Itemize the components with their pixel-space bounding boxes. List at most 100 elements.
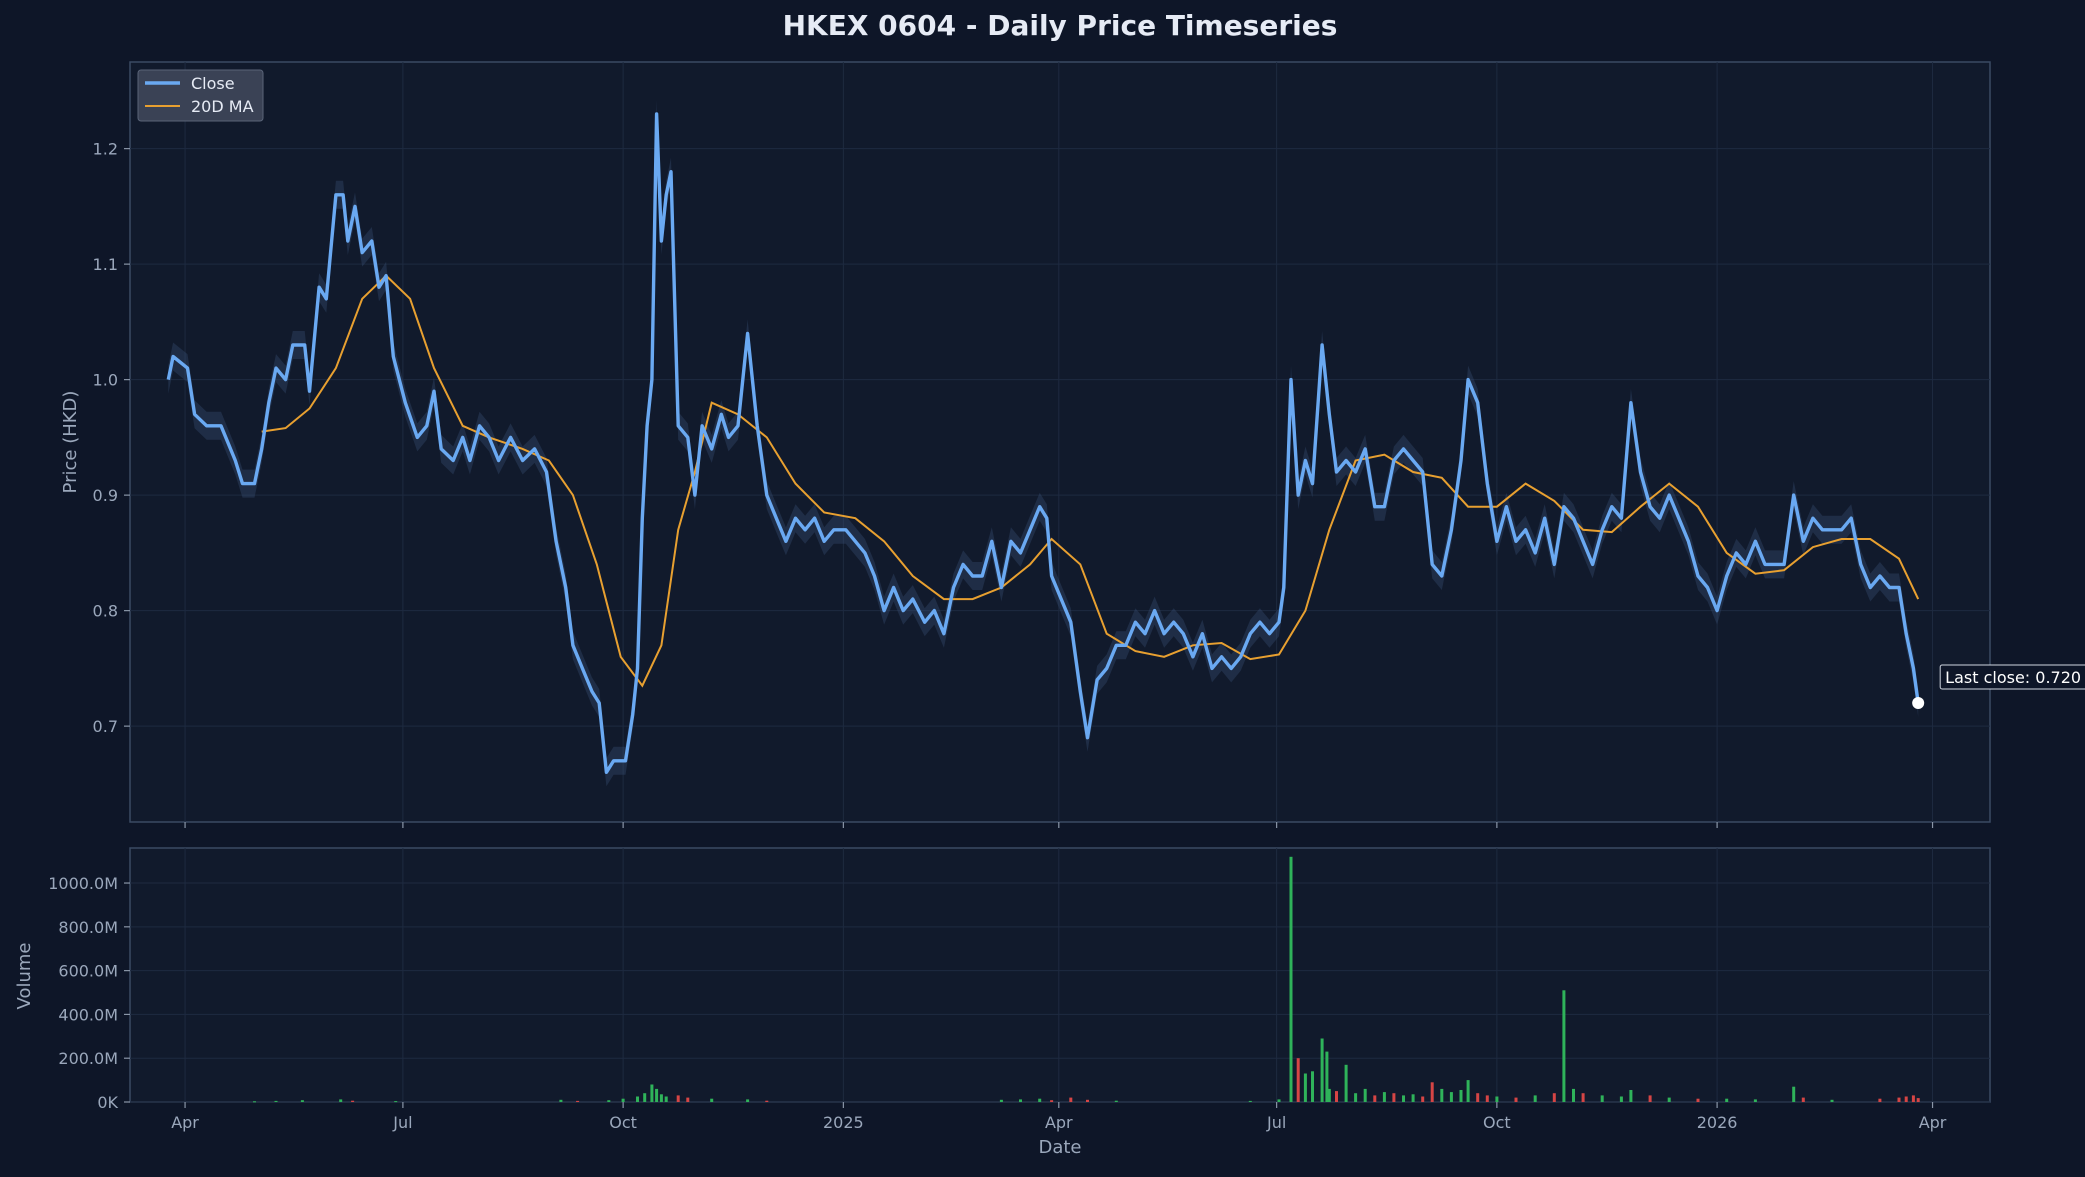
x-tick-label: Oct <box>609 1113 637 1132</box>
volume-bar <box>274 1100 278 1102</box>
volume-bar <box>1050 1100 1054 1102</box>
volume-y-tick-label: 1000.0M <box>48 874 118 893</box>
price-y-tick-label: 0.9 <box>93 486 118 505</box>
price-y-ticks: 0.7 0.8 0.9 1.0 1.1 1.2 <box>93 140 130 736</box>
volume-bar <box>1476 1093 1480 1102</box>
volume-bar <box>1421 1096 1425 1102</box>
volume-bar <box>300 1100 304 1102</box>
volume-bar <box>1581 1093 1585 1102</box>
volume-bar <box>339 1099 343 1102</box>
price-y-tick-label: 1.2 <box>93 140 118 159</box>
volume-bar <box>1916 1098 1920 1102</box>
volume-bar <box>1485 1095 1489 1102</box>
volume-bar <box>1354 1093 1358 1102</box>
volume-y-tick-label: 400.0M <box>58 1005 118 1024</box>
volume-bar <box>621 1098 625 1102</box>
last-close-annotation: Last close: 0.720 <box>1939 664 2085 690</box>
volume-bar <box>253 1101 256 1103</box>
volume-bar <box>999 1099 1003 1102</box>
volume-bar <box>1086 1099 1089 1102</box>
volume-bar <box>765 1100 769 1102</box>
volume-bar <box>1248 1100 1252 1102</box>
volume-bar <box>1335 1091 1338 1102</box>
price-range-band-area <box>168 100 1919 787</box>
volume-bar <box>1411 1094 1415 1102</box>
x-tick-label: 2026 <box>1697 1113 1738 1132</box>
volume-bar <box>676 1095 680 1102</box>
volume-bar <box>394 1101 398 1103</box>
volume-y-axis-label: Volume <box>14 943 35 1010</box>
volume-bar <box>1289 856 1293 1102</box>
volume-bar <box>1696 1098 1700 1102</box>
x-tick-label: Apr <box>1919 1113 1947 1132</box>
x-tick-label: 2025 <box>823 1113 864 1132</box>
volume-bar <box>686 1097 690 1102</box>
price-grid <box>130 62 1990 822</box>
volume-bar <box>559 1099 563 1102</box>
volume-bar <box>1449 1092 1453 1102</box>
volume-bar <box>1667 1097 1671 1102</box>
volume-bar <box>636 1096 639 1102</box>
volume-bar <box>650 1084 654 1102</box>
price-y-tick-label: 0.8 <box>93 602 118 621</box>
price-y-tick-label: 1.0 <box>93 371 118 390</box>
volume-bar <box>1725 1098 1729 1102</box>
volume-bar <box>659 1094 663 1102</box>
volume-panel <box>129 847 1991 1103</box>
volume-bar <box>1402 1095 1405 1102</box>
volume-bar <box>664 1096 668 1102</box>
volume-bar <box>1327 1088 1331 1102</box>
legend: Close 20D MA <box>137 69 264 122</box>
volume-bar <box>1648 1095 1652 1102</box>
volume-bar <box>1552 1093 1556 1102</box>
volume-y-tick-label: 200.0M <box>58 1049 118 1068</box>
last-close-annotation-box <box>1939 664 2085 690</box>
volume-bar <box>1495 1096 1499 1102</box>
last-close-annotation-text: Last close: 0.720 <box>1945 668 2081 687</box>
volume-bar <box>576 1100 580 1102</box>
price-y-tick-label: 0.7 <box>93 717 118 736</box>
volume-bar <box>1325 1051 1329 1102</box>
volume-bar <box>1514 1097 1518 1102</box>
volume-bar <box>1562 990 1566 1102</box>
price-range-band <box>168 100 1919 787</box>
volume-bar <box>1533 1095 1537 1102</box>
volume-bar <box>1911 1095 1915 1102</box>
volume-bar <box>1830 1099 1834 1102</box>
volume-bar <box>1572 1088 1575 1102</box>
volume-bar <box>1344 1064 1348 1102</box>
volume-bar <box>1619 1096 1623 1102</box>
volume-bar <box>1277 1099 1281 1102</box>
volume-y-tick-label: 800.0M <box>58 918 118 937</box>
volume-bar <box>1878 1098 1882 1102</box>
volume-bar <box>1466 1080 1470 1102</box>
volume-bar <box>1320 1038 1324 1102</box>
volume-bar <box>1114 1100 1118 1102</box>
x-axis-label: Date <box>1038 1137 1081 1158</box>
price-panel <box>129 61 1991 823</box>
volume-bar <box>1904 1096 1908 1102</box>
last-close-marker <box>1912 697 1925 710</box>
volume-grid <box>130 848 1990 1103</box>
price-y-tick-label: 1.1 <box>93 255 118 274</box>
price-y-axis-label: Price (HKD) <box>60 391 81 494</box>
volume-bar <box>1792 1086 1796 1102</box>
volume-bar <box>1019 1099 1022 1102</box>
volume-bar <box>1363 1088 1367 1102</box>
volume-bar <box>1382 1092 1386 1102</box>
volume-bar <box>1373 1095 1377 1102</box>
chart-title: HKEX 0604 - Daily Price Timeseries <box>783 9 1338 42</box>
legend-label-20d-ma: 20D MA <box>191 97 254 116</box>
volume-bar <box>351 1100 355 1102</box>
volume-bar <box>1392 1093 1396 1102</box>
volume-bar <box>1038 1098 1042 1102</box>
volume-bar <box>1311 1071 1314 1102</box>
x-tick-label: Jul <box>392 1113 412 1132</box>
volume-bar <box>746 1099 750 1102</box>
volume-bar <box>710 1098 714 1102</box>
volume-y-tick-label: 0K <box>97 1093 118 1112</box>
legend-label-close: Close <box>191 74 235 93</box>
volume-bar <box>1430 1082 1434 1102</box>
x-tick-label: Apr <box>171 1113 199 1132</box>
